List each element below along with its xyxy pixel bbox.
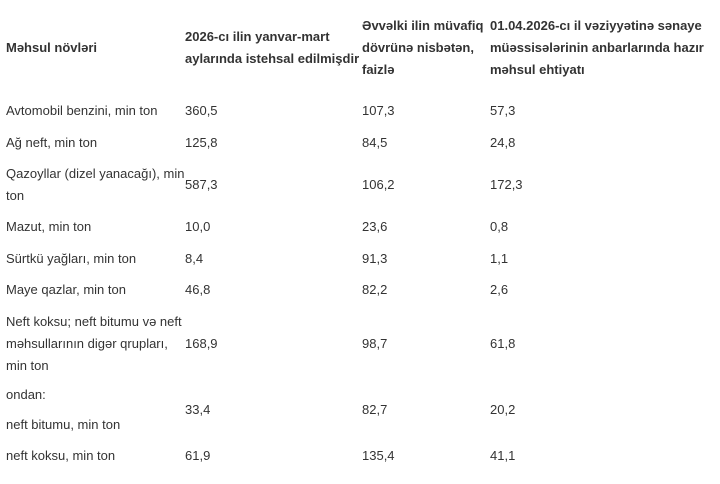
table-row: Sürtkü yağları, min ton 8,4 91,3 1,1 xyxy=(6,243,720,274)
table-row: Ağ neft, min ton 125,8 84,5 24,8 xyxy=(6,127,720,159)
value-cell: 84,5 xyxy=(362,135,388,150)
label-line: neft bitumu, min ton xyxy=(6,417,121,432)
header-cell: Məhsul növləri xyxy=(6,39,98,55)
value-cell: 33,4 xyxy=(185,402,211,417)
value-cell: 23,6 xyxy=(362,219,388,234)
label-line: ondan: xyxy=(6,387,46,402)
value-cell: 8,4 xyxy=(185,250,204,266)
value-cell: 98,7 xyxy=(362,336,388,351)
value-cell: 91,3 xyxy=(362,250,388,266)
value-cell: 82,7 xyxy=(362,402,388,417)
value-cell: 106,2 xyxy=(362,177,395,192)
header-cell: 2026-cı ilin yanvar-mart aylarında isteh… xyxy=(185,28,360,66)
value-cell: 61,8 xyxy=(490,336,516,351)
row-label: Sürtkü yağları, min ton xyxy=(6,250,137,266)
row-label: ondan: neft bitumu, min ton xyxy=(6,382,185,438)
row-label: Qazoyllar (dizel yanacağı), min ton xyxy=(6,166,185,203)
value-cell: 46,8 xyxy=(185,282,211,297)
value-cell: 20,2 xyxy=(490,402,516,417)
value-cell: 41,1 xyxy=(490,448,516,463)
table-row: ondan: neft bitumu, min ton 33,4 82,7 20,2 xyxy=(6,382,720,438)
value-cell: 107,3 xyxy=(362,103,395,118)
row-label: Mazut, min ton xyxy=(6,219,92,234)
row-label: Neft koksu; neft bitumu və neft məhsulla… xyxy=(6,314,182,373)
value-cell: 172,3 xyxy=(490,177,523,192)
row-label: Avtomobil benzini, min ton xyxy=(6,103,158,118)
value-cell: 61,9 xyxy=(185,448,211,463)
value-cell: 168,9 xyxy=(185,336,218,351)
header-cell: Əvvəlki ilin müvafiq dövrünə nisbətən, f… xyxy=(362,17,484,77)
value-cell: 2,6 xyxy=(490,282,509,297)
value-cell: 57,3 xyxy=(490,103,516,118)
row-label: Maye qazlar, min ton xyxy=(6,282,126,297)
data-table: Məhsul növləri 2026-cı ilin yanvar-mart a… xyxy=(6,0,720,474)
value-cell: 0,8 xyxy=(490,219,509,234)
table-row: Maye qazlar, min ton 46,8 82,2 2,6 xyxy=(6,274,720,306)
table-row: Avtomobil benzini, min ton 360,5 107,3 57,3 xyxy=(6,95,720,127)
table-row: neft koksu, min ton 61,9 135,4 41,1 xyxy=(6,438,720,474)
value-cell: 135,4 xyxy=(362,448,395,463)
row-label: neft koksu, min ton xyxy=(6,448,116,463)
value-cell: 125,8 xyxy=(185,135,218,150)
value-cell: 82,2 xyxy=(362,282,388,297)
table-row: Qazoyllar (dizel yanacağı), min ton 587,3… xyxy=(6,159,720,211)
value-cell: 10,0 xyxy=(185,219,211,234)
row-label: Ağ neft, min ton xyxy=(6,135,98,150)
header-cell: 01.04.2026-cı il vəziyyətinə sənaye müəs… xyxy=(490,17,704,77)
value-cell: 24,8 xyxy=(490,135,516,150)
value-cell: 1,1 xyxy=(490,250,509,266)
header-row: Məhsul növləri 2026-cı ilin yanvar-mart a… xyxy=(6,0,720,95)
value-cell: 360,5 xyxy=(185,103,218,118)
value-cell: 587,3 xyxy=(185,177,218,192)
table-row: Neft koksu; neft bitumu və neft məhsulla… xyxy=(6,306,720,382)
table-row: Mazut, min ton 10,0 23,6 0,8 xyxy=(6,211,720,243)
